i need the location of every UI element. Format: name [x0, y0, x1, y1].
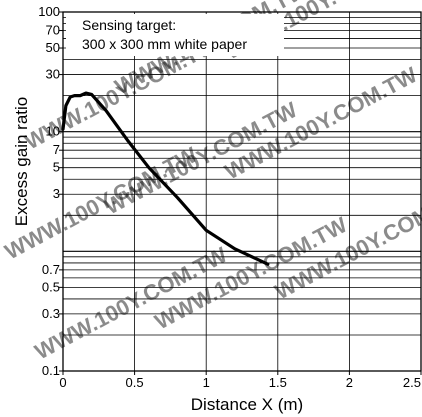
- annotation-box: [66, 14, 284, 56]
- x-axis-label: Distance X (m): [191, 395, 303, 414]
- annotation-line-1: Sensing target:: [82, 17, 176, 33]
- y-tick-label: 50: [46, 40, 60, 55]
- y-tick-label: 0.1: [42, 363, 60, 378]
- plot-frame: [62, 11, 422, 372]
- y-tick-label: 5: [53, 160, 60, 175]
- tick-labels: 100 70 50 30 10 7 5 3 0.7 0.5 0.3 0.10 0.5 1 1.5 2 2.5: [38, 4, 422, 390]
- y-tick-label: 30: [46, 67, 60, 82]
- y-tick-label: 0.3: [42, 306, 60, 321]
- y-tick-label: 0.5: [42, 279, 60, 294]
- y-axis-label: Excess gain ratio: [12, 97, 31, 226]
- x-tick-label: 1.5: [269, 375, 287, 390]
- x-tick-label: 2.5: [403, 375, 421, 390]
- y-tick-label: 10: [46, 124, 60, 139]
- y-tick-label: 100: [38, 4, 60, 19]
- y-tick-label: 0.7: [42, 262, 60, 277]
- x-tick-label: 0.5: [126, 375, 144, 390]
- annotation-line-2: 300 x 300 mm white paper: [82, 36, 247, 52]
- series-layer: [61, 91, 270, 266]
- x-tick-label: 1: [203, 375, 210, 390]
- y-tick-label: 3: [53, 186, 60, 201]
- y-tick-label: 7: [53, 142, 60, 157]
- y-tick-label: 70: [46, 23, 60, 38]
- data-line: [61, 91, 270, 266]
- x-tick-label: 2: [346, 375, 353, 390]
- x-tick-label: 0: [59, 375, 66, 390]
